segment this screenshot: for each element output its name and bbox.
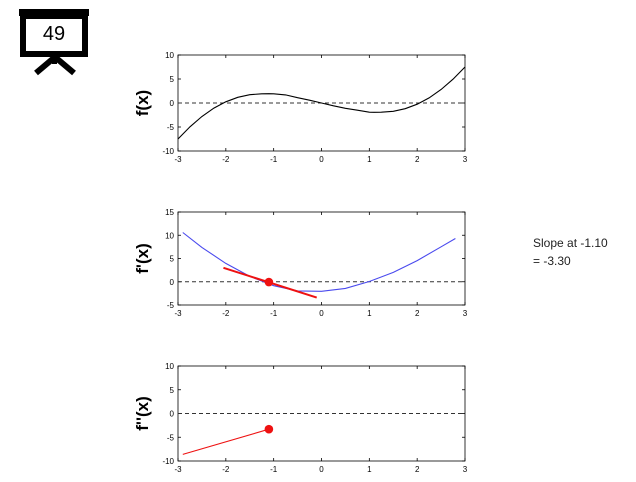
x-tick-label: 1 [367,465,372,474]
y-tick-label: 0 [170,99,175,108]
y-axis-label: f'(x) [133,243,152,273]
x-tick-label: 1 [367,155,372,164]
series-line [182,428,270,455]
y-tick-label: 0 [170,410,175,419]
y-tick-label: 15 [165,208,174,217]
x-tick-label: -3 [174,155,182,164]
x-tick-label: 0 [319,155,324,164]
x-tick-label: -1 [270,309,278,318]
x-tick-label: 0 [319,465,324,474]
x-tick-label: -2 [222,155,230,164]
x-tick-label: 1 [367,309,372,318]
x-tick-label: 2 [415,309,420,318]
x-tick-label: -2 [222,465,230,474]
y-tick-label: 10 [165,362,174,371]
y-tick-label: 5 [170,255,175,264]
y-tick-label: -5 [167,433,175,442]
x-tick-label: -3 [174,309,182,318]
y-tick-label: 10 [165,231,174,240]
y-tick-label: -10 [162,457,174,466]
x-tick-label: 2 [415,155,420,164]
x-tick-label: 3 [463,309,468,318]
slope-annotation-line1: Slope at -1.10 [533,236,608,250]
highlight-point [264,277,274,287]
x-tick-label: 3 [463,155,468,164]
x-tick-label: -1 [270,465,278,474]
slide-number: 49 [42,22,66,45]
y-tick-label: 0 [170,278,175,287]
y-tick-label: -5 [167,301,175,310]
series-line [182,232,456,292]
x-tick-label: -1 [270,155,278,164]
y-tick-label: 10 [165,51,174,60]
highlight-point [264,424,274,434]
series-line [177,66,466,140]
y-axis-label: f''(x) [133,396,152,431]
y-tick-label: 5 [170,386,175,395]
plot-fprime: -3 -2 -1 0 1 2 3 15 10 5 0 -5 f'(x) [133,208,468,318]
x-tick-label: 0 [319,309,324,318]
y-axis-label: f(x) [133,90,152,116]
slope-annotation-line2: = -3.30 [533,254,571,268]
x-tick-label: 3 [463,465,468,474]
y-tick-label: -10 [162,147,174,156]
y-tick-label: -5 [167,123,175,132]
x-tick-label: -2 [222,309,230,318]
x-tick-label: 2 [415,465,420,474]
x-tick-label: -3 [174,465,182,474]
y-tick-label: 5 [170,75,175,84]
